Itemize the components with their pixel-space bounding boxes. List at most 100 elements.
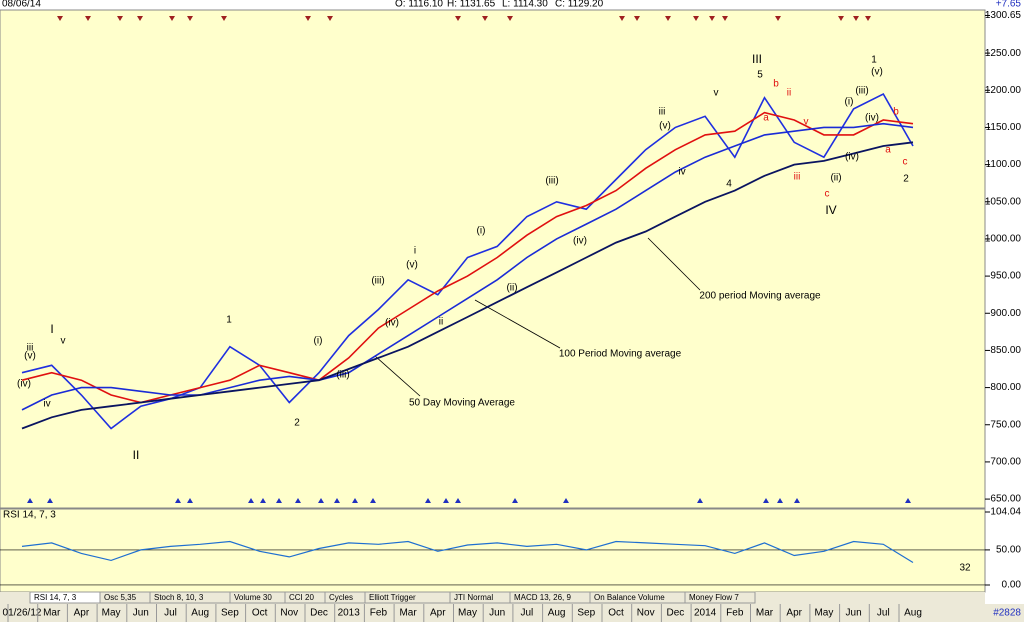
tab-label: Elliott Trigger [369, 593, 416, 602]
x-tick-label: Aug [904, 608, 922, 619]
wave-label: a [763, 113, 769, 124]
marker-down [327, 16, 333, 21]
marker-up [905, 498, 911, 503]
marker-down [853, 16, 859, 21]
x-tick-label: Mar [399, 608, 417, 619]
marker-up [47, 498, 53, 503]
wave-label: 5 [757, 70, 763, 81]
x-tick-label: Jun [133, 608, 149, 619]
y-tick-label: 1000.00 [985, 234, 1022, 245]
symbol: #2828 [993, 608, 1021, 619]
x-tick-label: Nov [280, 608, 298, 619]
wave-label: a [885, 145, 891, 156]
marker-down [221, 16, 227, 21]
arrow [474, 299, 561, 349]
marker-up [794, 498, 800, 503]
y-tick-label: 50.00 [996, 545, 1021, 556]
wave-label: (iv) [17, 379, 31, 390]
marker-down [693, 16, 699, 21]
tab[interactable]: Money Flow 7 [684, 591, 756, 604]
x-tick-label: 2013 [338, 608, 361, 619]
marker-down [169, 16, 175, 21]
x-tick-label: Mar [756, 608, 774, 619]
x-tick-label: Aug [191, 608, 209, 619]
marker-up [27, 498, 33, 503]
x-tick-label: May [102, 608, 121, 619]
marker-down [665, 16, 671, 21]
marker-down [775, 16, 781, 21]
arrow [374, 355, 421, 397]
tab[interactable]: CCI 20 [284, 591, 326, 604]
marker-up [187, 498, 193, 503]
x-tick-label: May [814, 608, 833, 619]
tab-label: Money Flow 7 [689, 593, 739, 602]
wave-label: 2 [294, 418, 300, 429]
wave-label: b [773, 79, 779, 90]
wave-label: ii [439, 317, 443, 328]
tab[interactable]: Stoch 8, 10, 3 [149, 591, 231, 604]
tab-label: On Balance Volume [594, 593, 665, 602]
wave-label: ii [787, 88, 791, 99]
tab-label: Volume 30 [234, 593, 272, 602]
wave-label: 2 [903, 174, 909, 185]
low: L: 1114.30 [502, 0, 548, 10]
marker-down [117, 16, 123, 21]
price-panel [0, 9, 986, 509]
wave-label: (v) [871, 67, 883, 78]
marker-down [455, 16, 461, 21]
tab[interactable]: Elliott Trigger [364, 591, 451, 604]
wave-label: (iv) [865, 113, 879, 124]
wave-label: (v) [659, 121, 671, 132]
tab-label: Osc 5,35 [104, 593, 137, 602]
marker-up [425, 498, 431, 503]
x-tick-label: Mar [43, 608, 61, 619]
marker-up [175, 498, 181, 503]
y-tick-label: 1050.00 [985, 196, 1022, 207]
tab[interactable]: Osc 5,35 [99, 591, 151, 604]
series-line [21, 540, 914, 564]
wave-label: (iii) [545, 176, 558, 187]
wave-label: (ii) [830, 173, 841, 184]
close: C: 1129.20 [555, 0, 604, 10]
tab[interactable]: MACD 13, 26, 9 [509, 591, 591, 604]
wave-label: (iii) [371, 276, 384, 287]
marker-up [352, 498, 358, 503]
x-tick-label: Oct [252, 608, 268, 619]
y-tick-label: 850.00 [990, 345, 1021, 356]
x-tick-label: Jun [489, 608, 505, 619]
wave-label: 200 period Moving average [699, 291, 821, 302]
y-tick-label: 1150.00 [986, 122, 1022, 133]
tab-label: Cycles [329, 593, 353, 602]
marker-down [865, 16, 871, 21]
wave-label: (iv) [845, 152, 859, 163]
marker-up [248, 498, 254, 503]
series-line [21, 122, 914, 411]
marker-down [634, 16, 640, 21]
y-tick-label: 800.00 [990, 382, 1021, 393]
x-tick-label: Jul [877, 608, 890, 619]
tab[interactable]: RSI 14, 7, 3 [29, 591, 101, 604]
wave-label: (iv) [573, 236, 587, 247]
wave-label: c [903, 157, 908, 168]
wave-label: v [804, 117, 809, 128]
tab[interactable]: On Balance Volume [589, 591, 686, 604]
marker-up [563, 498, 569, 503]
y-tick-label: 700.00 [990, 457, 1021, 468]
x-axis-bar [0, 604, 1024, 622]
wave-label: iv [678, 167, 685, 178]
tab[interactable]: Cycles [324, 591, 366, 604]
wave-label: 100 Period Moving average [559, 349, 682, 360]
x-tick-label: 01/26/12 [3, 608, 42, 619]
wave-label: (i) [845, 97, 854, 108]
x-tick-label: Aug [548, 608, 566, 619]
wave-label: IV [825, 203, 836, 217]
tab[interactable]: Volume 30 [229, 591, 286, 604]
wave-label: iii [659, 107, 666, 118]
change: +7.65 [996, 0, 1022, 10]
wave-label: (iii) [336, 370, 349, 381]
x-tick-label: Oct [608, 608, 624, 619]
tab[interactable]: JTI Normal [449, 591, 511, 604]
marker-down [619, 16, 625, 21]
y-tick-label: 104.04 [990, 507, 1021, 518]
